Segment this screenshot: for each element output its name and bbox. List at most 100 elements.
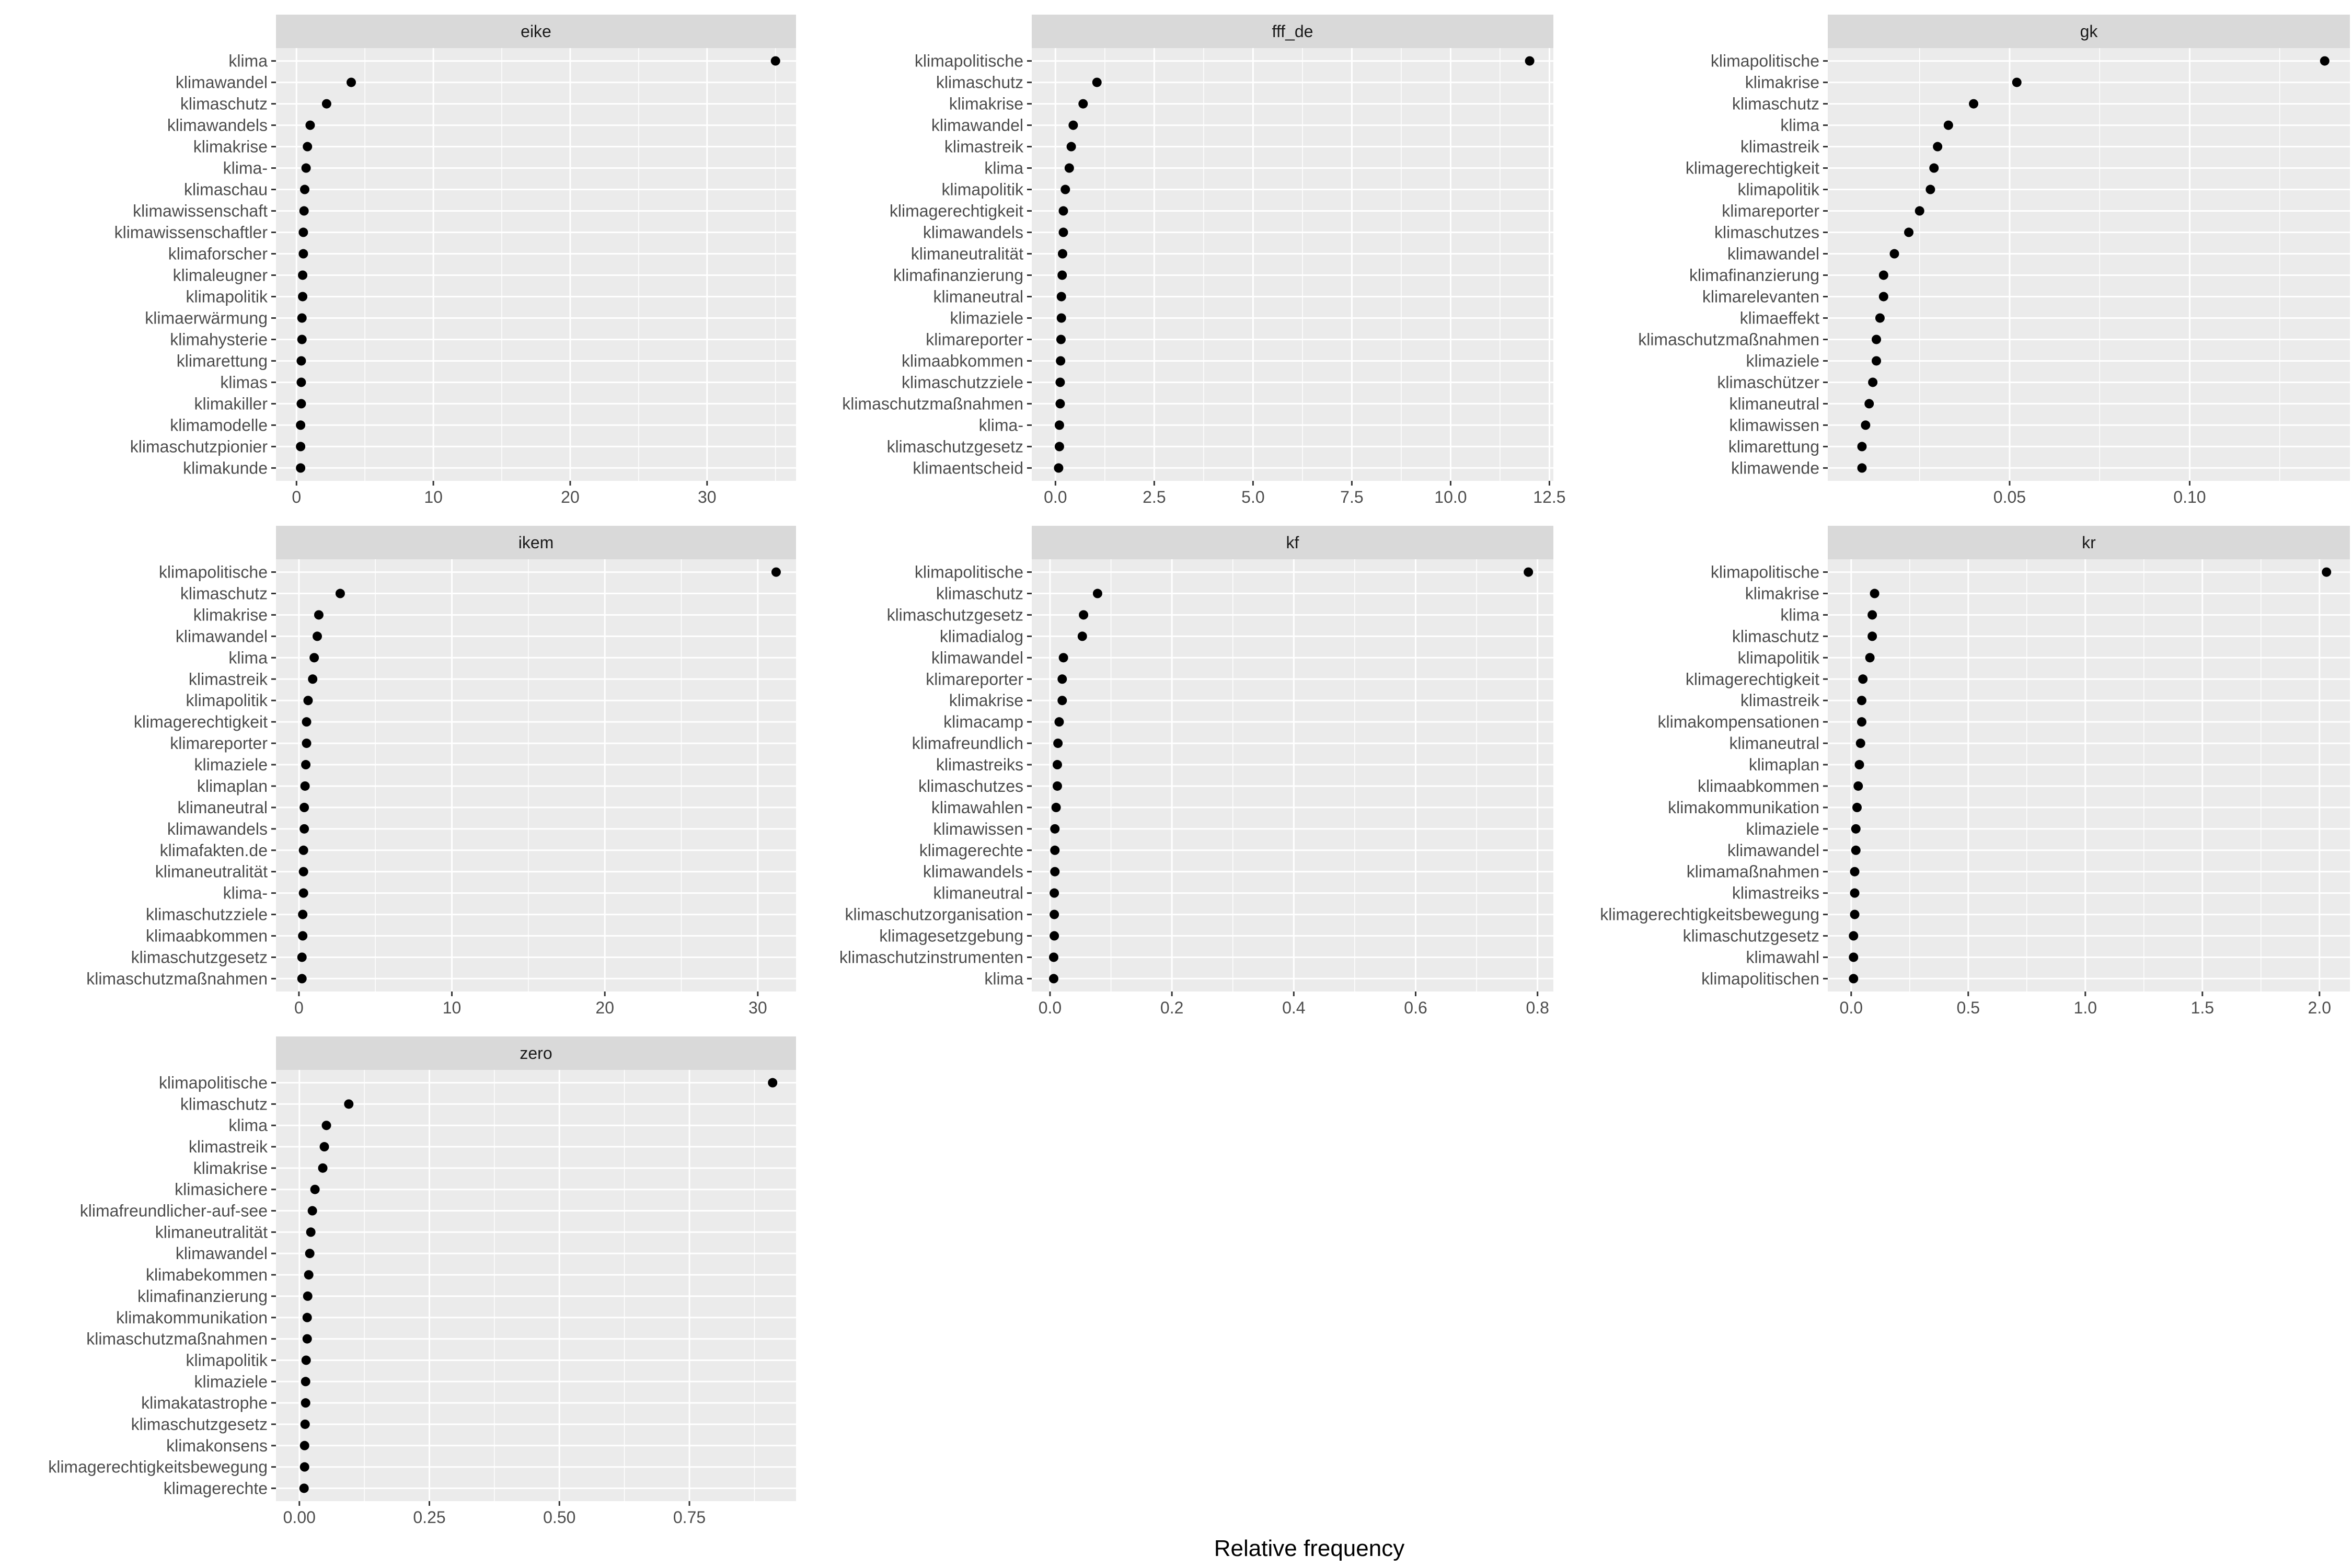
y-tick-label: klimawandel [176, 1244, 268, 1263]
data-point [1870, 589, 1880, 598]
y-tick-label: klimakunde [183, 458, 268, 477]
y-tick-label: klimakiller [194, 394, 268, 413]
y-tick-label: klimastreiks [936, 755, 1023, 774]
x-tick-label: 0.0 [1840, 998, 1863, 1017]
data-point [308, 674, 318, 684]
data-point [314, 610, 324, 620]
y-tick-label: klimastreik [189, 670, 268, 688]
data-point [310, 1184, 320, 1194]
y-tick-label: klimaschutzgesetz [131, 948, 268, 966]
data-point [305, 120, 315, 130]
y-tick-label: klimagerechtigkeit [890, 202, 1023, 221]
data-point [296, 463, 306, 473]
data-point [321, 1121, 331, 1131]
y-tick-label: klimapolitische [159, 1074, 268, 1092]
y-tick-label: klimawissen [933, 820, 1023, 838]
y-tick-label: klimaschau [184, 180, 268, 199]
data-point [1092, 77, 1102, 87]
y-tick-label: klimahysterie [170, 330, 268, 349]
data-point [2012, 77, 2022, 87]
data-point [298, 292, 308, 302]
panel-background [1032, 559, 1553, 991]
data-point [1889, 249, 1899, 259]
y-tick-label: klimapolitik [942, 180, 1024, 199]
x-tick-label: 0 [292, 488, 301, 506]
data-point [1852, 802, 1862, 812]
data-point [1872, 335, 1882, 344]
facet-eike: eike 0 10 20 30 klima klimawandel klimaschutz kl… [114, 15, 796, 506]
facet-strip [276, 526, 796, 559]
y-tick-label: klimafreundlicher-auf-see [80, 1202, 268, 1220]
y-tick-label: klimapolitik [1738, 180, 1820, 199]
data-point [306, 1227, 316, 1237]
y-tick-label: klimarettung [1728, 437, 1819, 456]
y-tick-label: klimaeffekt [1740, 308, 1819, 327]
data-point [299, 1440, 309, 1450]
data-point [1054, 442, 1064, 452]
data-point [1053, 739, 1063, 748]
y-tick-label: klimaabkommen [1698, 777, 1819, 795]
data-point [1867, 610, 1877, 620]
panel-background [276, 559, 796, 991]
y-tick-label: klima [228, 648, 268, 667]
y-tick-label: klimamaßnahmen [1687, 862, 1819, 881]
data-point [1058, 206, 1068, 216]
y-tick-label: klimawahlen [931, 798, 1023, 817]
data-point [298, 867, 308, 877]
y-tick-label: klimaziele [1746, 820, 1819, 838]
data-point [300, 781, 310, 791]
y-tick-label: klimaforscher [168, 245, 268, 263]
facet-zero: zero 0.00 0.25 0.50 0.75 klimapolitische klima… [48, 1036, 796, 1527]
data-point [2320, 56, 2330, 66]
y-tick-label: klima [984, 159, 1023, 178]
data-point [302, 717, 312, 727]
data-point [1904, 227, 1914, 237]
y-tick-label: klimawandel [1727, 841, 1819, 860]
data-point [1078, 99, 1088, 109]
data-point [1929, 163, 1939, 173]
y-tick-label: klimastreik [189, 1137, 268, 1156]
y-tick-label: klimapolitische [915, 563, 1023, 582]
y-tick-label: klimawissenschaft [133, 202, 268, 221]
data-point [1969, 99, 1979, 109]
y-tick-label: klimastreik [944, 137, 1024, 156]
data-point [2322, 567, 2332, 577]
y-tick-label: klimagerechtigkeitsbewegung [48, 1458, 268, 1477]
y-tick-label: klimagerechtigkeit [1686, 670, 1819, 688]
y-tick-label: klimawandel [176, 73, 268, 92]
y-tick-label: klimareporter [170, 734, 268, 753]
y-tick-label: klimaneutral [1729, 734, 1819, 753]
data-point [1878, 292, 1888, 302]
data-point [296, 399, 306, 409]
data-point [1050, 845, 1060, 855]
y-tick-label: klimagerechte [919, 841, 1023, 860]
data-point [298, 909, 308, 919]
data-point [1861, 420, 1871, 430]
y-tick-label: klima- [223, 884, 268, 903]
data-point [1058, 227, 1068, 237]
data-point [1943, 120, 1953, 130]
y-tick-label: klimaneutral [1729, 394, 1819, 413]
data-point [304, 1270, 314, 1280]
y-tick-label: klimaschutz [1732, 95, 1819, 113]
data-point [1868, 377, 1878, 387]
x-tick-label: 2.5 [1143, 488, 1166, 506]
y-tick-label: klimaschutzmaßnahmen [86, 969, 268, 988]
y-tick-label: klimakommunikation [116, 1308, 268, 1327]
data-point [1867, 631, 1877, 641]
data-point [1857, 463, 1867, 473]
data-point [347, 77, 356, 87]
data-point [296, 420, 306, 430]
y-tick-label: klima [228, 52, 268, 71]
y-tick-label: klimaschutz [180, 584, 268, 603]
data-point [1857, 442, 1867, 452]
y-tick-label: klimaneutral [177, 798, 268, 817]
data-point [321, 99, 331, 109]
x-tick-label: 12.5 [1533, 488, 1565, 506]
data-point [1051, 802, 1061, 812]
x-tick-label: 10 [424, 488, 443, 506]
data-point [1056, 335, 1066, 344]
y-tick-label: klimaschutz [936, 584, 1023, 603]
y-tick-label: klimaschutzmaßnahmen [842, 394, 1023, 413]
